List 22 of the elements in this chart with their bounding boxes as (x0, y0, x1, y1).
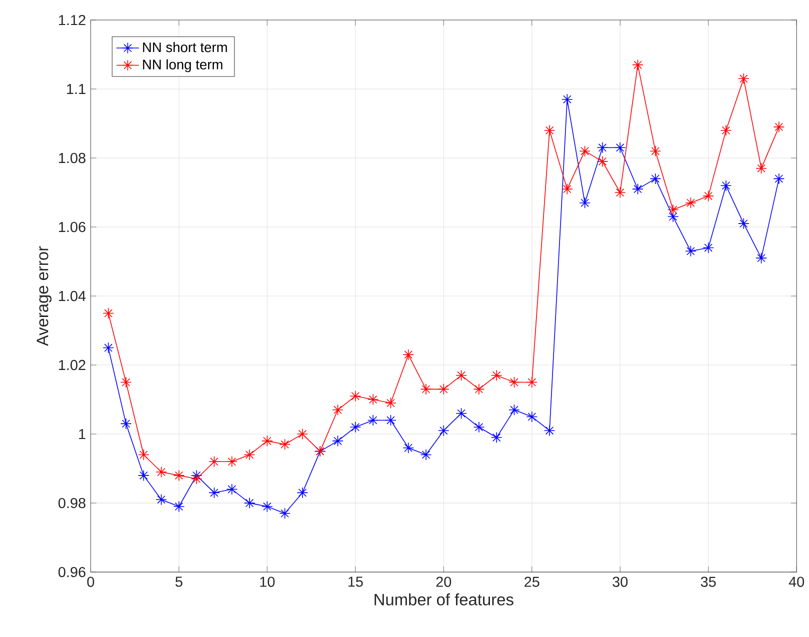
x-tick-label: 40 (788, 576, 804, 587)
x-tick-label: 5 (175, 576, 182, 587)
y-tick-label: 0.96 (58, 566, 86, 578)
y-tick-label: 1.12 (59, 14, 86, 26)
legend-label: NN short term (143, 42, 227, 52)
y-tick-label: 1.06 (59, 222, 86, 232)
y-tick-label: 1 (79, 429, 86, 440)
x-tick-label: 10 (260, 576, 275, 587)
y-tick-label: 0.98 (58, 498, 86, 508)
x-tick-label: 0 (87, 576, 94, 587)
y-tick-label: 1.02 (59, 360, 86, 370)
legend-label: NN long term (143, 59, 222, 72)
x-tick-label: 25 (524, 576, 540, 587)
x-tick-label: 35 (700, 576, 716, 587)
x-tick-label: 20 (436, 576, 452, 587)
x-axis-title: Number of features (374, 593, 514, 606)
x-tick-label: 15 (348, 576, 363, 587)
x-tick-label: 30 (612, 576, 628, 587)
y-tick-label: 1.08 (59, 152, 86, 164)
y-axis-title: Average error (36, 246, 52, 346)
y-tick-label: 1.1 (67, 84, 86, 94)
y-tick-label: 1.04 (59, 290, 86, 302)
